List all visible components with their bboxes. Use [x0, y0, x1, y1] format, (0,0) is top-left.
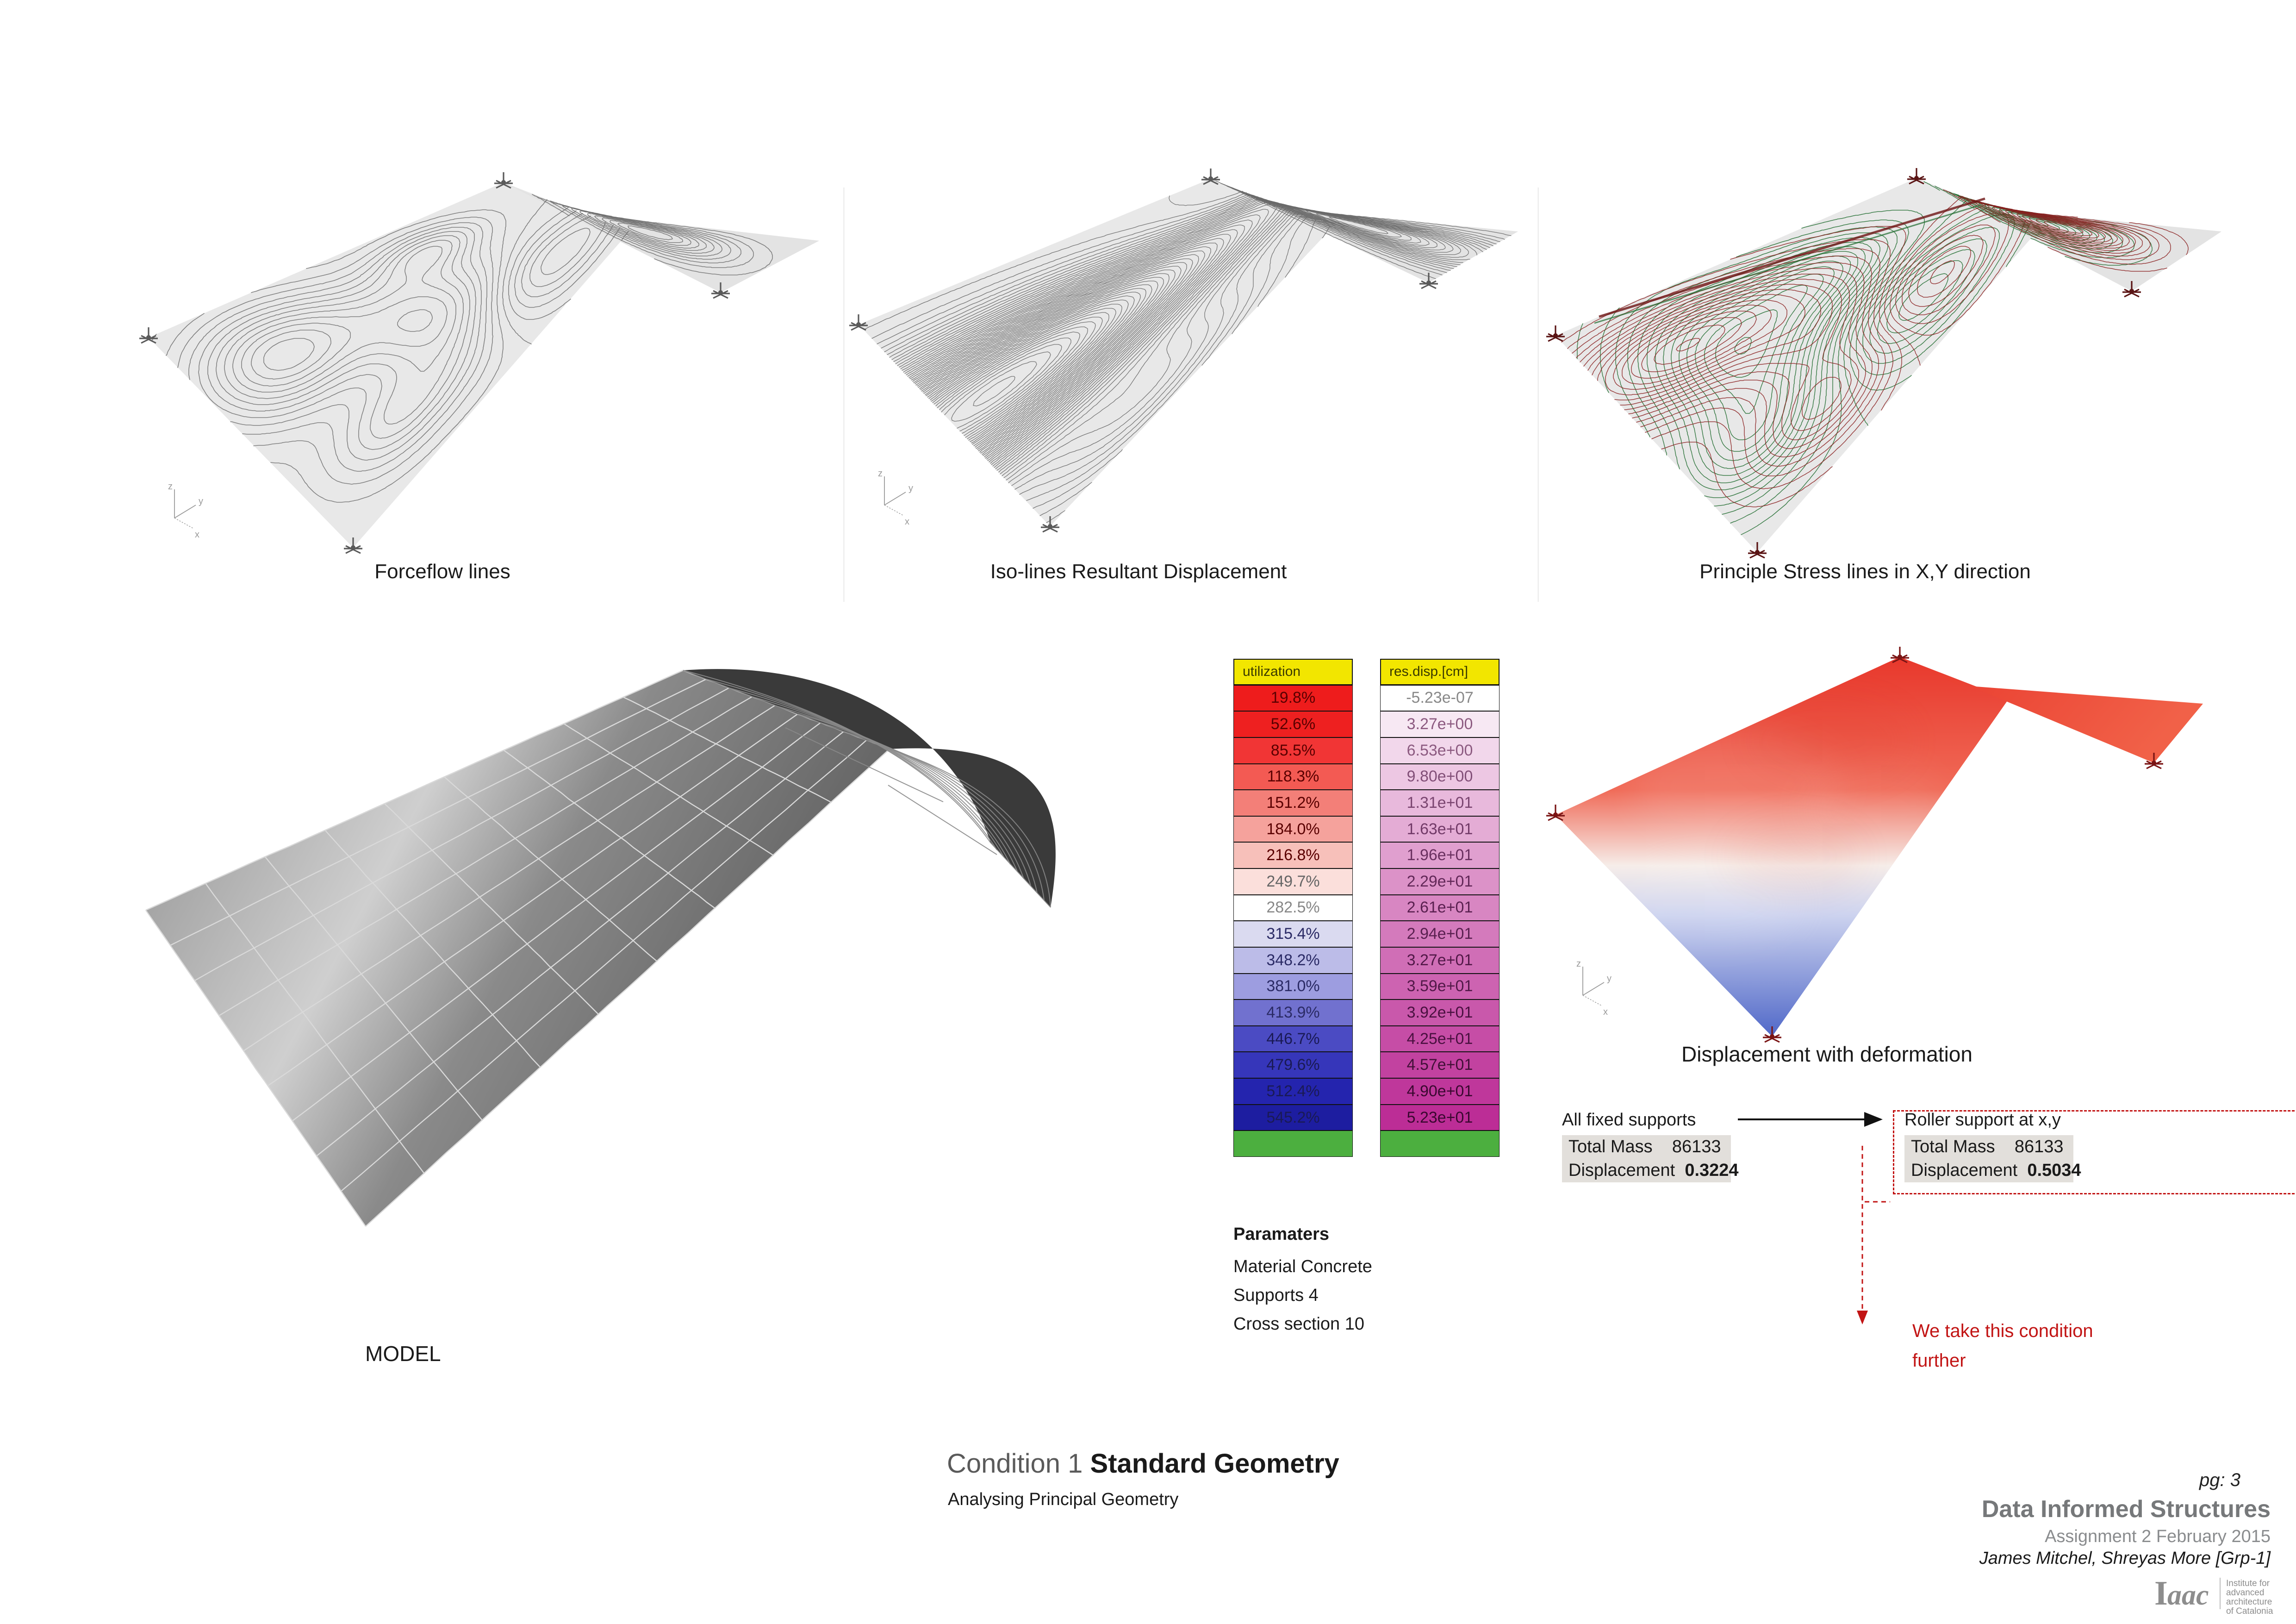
svg-text:y: y	[199, 496, 203, 506]
svg-text:of Catalonia: of Catalonia	[2226, 1606, 2273, 1616]
svg-text:advanced: advanced	[2226, 1588, 2264, 1598]
svg-text:y: y	[908, 483, 913, 493]
svg-text:z: z	[1576, 959, 1581, 969]
svg-text:architecture: architecture	[2226, 1597, 2272, 1607]
svg-text:I: I	[2154, 1574, 2168, 1612]
svg-text:x: x	[195, 530, 199, 540]
svg-text:x: x	[1603, 1007, 1608, 1017]
svg-text:z: z	[168, 481, 173, 492]
svg-text:y: y	[1607, 974, 1612, 984]
svg-text:z: z	[878, 468, 883, 479]
svg-text:x: x	[905, 517, 909, 527]
svg-text:Institute for: Institute for	[2226, 1579, 2270, 1588]
svg-text:aac: aac	[2167, 1580, 2209, 1611]
